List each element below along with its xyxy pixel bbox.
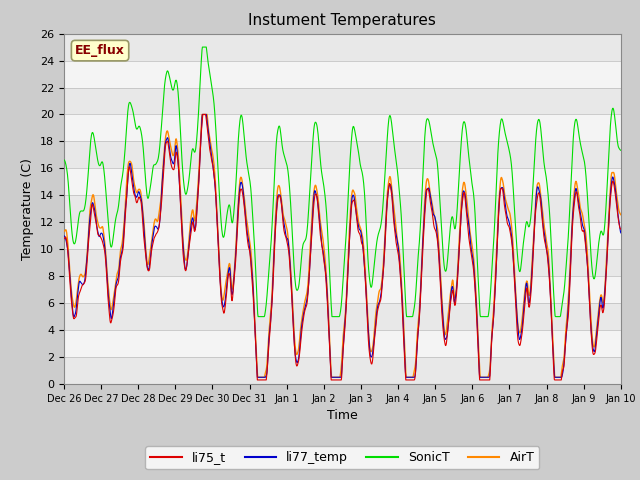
Bar bbox=[64, 168, 621, 195]
li75_t bbox=[183, 261, 191, 267]
Bar bbox=[64, 142, 621, 168]
AirT bbox=[520, 295, 528, 301]
Bar bbox=[64, 276, 621, 303]
li75_t bbox=[280, 222, 287, 228]
SonicT bbox=[617, 147, 625, 153]
Y-axis label: Temperature (C): Temperature (C) bbox=[22, 158, 35, 260]
Legend: li75_t, li77_temp, SonicT, AirT: li75_t, li77_temp, SonicT, AirT bbox=[145, 446, 540, 469]
Line: li75_t: li75_t bbox=[64, 114, 621, 380]
li77_temp bbox=[198, 111, 206, 117]
AirT bbox=[617, 212, 625, 217]
AirT bbox=[568, 220, 576, 226]
li75_t bbox=[617, 226, 625, 232]
li75_t bbox=[520, 309, 528, 315]
SonicT bbox=[60, 157, 68, 163]
SonicT bbox=[254, 314, 262, 320]
SonicT bbox=[183, 189, 191, 195]
li75_t bbox=[293, 363, 301, 369]
li75_t bbox=[199, 111, 207, 117]
SonicT bbox=[280, 149, 287, 155]
Bar bbox=[64, 330, 621, 357]
SonicT bbox=[198, 44, 206, 50]
AirT bbox=[280, 212, 287, 218]
Line: AirT: AirT bbox=[64, 114, 621, 377]
SonicT bbox=[568, 157, 576, 163]
Bar bbox=[64, 222, 621, 249]
Bar bbox=[64, 34, 621, 60]
Text: EE_flux: EE_flux bbox=[75, 44, 125, 57]
li75_t bbox=[429, 212, 436, 217]
Bar bbox=[64, 303, 621, 330]
li77_temp bbox=[60, 233, 68, 239]
li77_temp bbox=[520, 302, 528, 308]
li77_temp bbox=[183, 262, 191, 268]
SonicT bbox=[429, 138, 436, 144]
Bar bbox=[64, 60, 621, 87]
AirT bbox=[60, 228, 68, 234]
Line: li77_temp: li77_temp bbox=[64, 114, 621, 377]
li77_temp bbox=[253, 374, 261, 380]
li75_t bbox=[60, 236, 68, 242]
Bar bbox=[64, 357, 621, 384]
li75_t bbox=[568, 231, 576, 237]
AirT bbox=[198, 111, 206, 117]
li77_temp bbox=[429, 207, 436, 213]
AirT bbox=[183, 255, 191, 261]
li75_t bbox=[253, 377, 261, 383]
SonicT bbox=[520, 234, 528, 240]
AirT bbox=[293, 352, 301, 358]
li77_temp bbox=[617, 230, 625, 236]
Title: Instument Temperatures: Instument Temperatures bbox=[248, 13, 436, 28]
Bar bbox=[64, 249, 621, 276]
Bar bbox=[64, 87, 621, 114]
li77_temp bbox=[280, 216, 287, 222]
Line: SonicT: SonicT bbox=[64, 47, 621, 317]
AirT bbox=[254, 374, 262, 380]
Bar bbox=[64, 114, 621, 142]
li77_temp bbox=[568, 224, 576, 230]
X-axis label: Time: Time bbox=[327, 409, 358, 422]
Bar bbox=[64, 195, 621, 222]
AirT bbox=[429, 204, 436, 209]
SonicT bbox=[293, 288, 301, 293]
li77_temp bbox=[293, 359, 301, 365]
